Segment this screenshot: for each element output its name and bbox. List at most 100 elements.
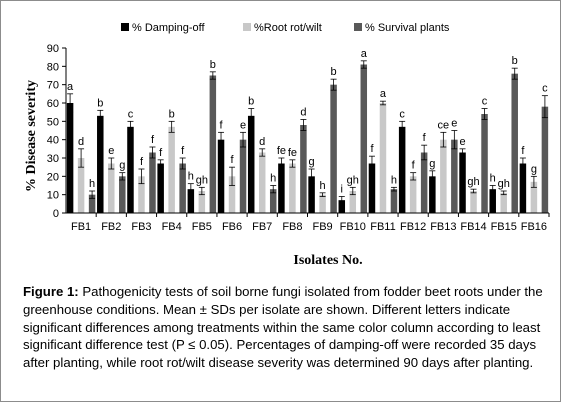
significance-letter: b: [210, 59, 216, 71]
legend-label: % Survival plants: [365, 22, 450, 34]
x-tick-label: FB3: [131, 221, 151, 233]
significance-letter: e: [108, 145, 114, 157]
significance-letter: f: [423, 132, 427, 144]
significance-letter: c: [542, 83, 548, 95]
significance-letter: f: [231, 154, 235, 166]
significance-letter: gh: [196, 174, 208, 186]
significance-letter: f: [159, 147, 163, 159]
y-tick-label: 20: [47, 171, 59, 183]
bar: [138, 176, 145, 213]
significance-letter: d: [78, 136, 84, 148]
significance-letter: h: [89, 178, 95, 190]
significance-letter: fe: [277, 145, 286, 157]
bar: [269, 189, 277, 213]
significance-letter: e: [459, 136, 465, 148]
bar: [247, 115, 255, 213]
bar: [258, 152, 266, 213]
bar: [409, 176, 417, 213]
significance-letter: d: [259, 136, 265, 148]
x-tick-label: FB10: [340, 221, 366, 233]
legend-swatch: [121, 23, 129, 31]
y-tick-label: 80: [47, 61, 59, 73]
bar: [429, 176, 436, 213]
bar: [470, 191, 477, 213]
bar: [398, 126, 406, 213]
bar: [530, 181, 538, 213]
bar: [390, 189, 398, 213]
bar: [489, 189, 496, 213]
y-tick-label: 50: [47, 116, 59, 128]
y-axis-label: % Disease severity: [24, 80, 39, 192]
bar: [239, 139, 247, 213]
bar: [511, 73, 518, 214]
significance-letter: gh: [347, 174, 359, 186]
significance-letter: ce: [438, 119, 450, 131]
significance-letter: h: [320, 180, 326, 192]
legend-swatch: [243, 23, 251, 31]
x-tick-label: FB16: [521, 221, 547, 233]
significance-letter: h: [490, 173, 496, 185]
significance-letter: f: [181, 145, 185, 157]
bar: [127, 126, 134, 213]
significance-letter: b: [97, 97, 103, 109]
significance-letter: h: [391, 174, 397, 186]
significance-letter: b: [248, 96, 254, 108]
bar-chart: % Damping-off %Root rot/wilt % Survival pl…: [24, 22, 550, 268]
chart-legend: % Damping-off %Root rot/wilt % Survival pl…: [121, 22, 450, 34]
significance-letter: b: [331, 66, 337, 78]
x-tick-label: FB11: [370, 221, 395, 233]
significance-letter: fe: [288, 147, 297, 159]
significance-letter: h: [270, 173, 276, 185]
bar: [338, 200, 346, 213]
y-tick-label: 10: [47, 190, 59, 202]
bar: [379, 103, 387, 213]
significance-letter: gh: [467, 176, 479, 188]
bar: [157, 163, 164, 213]
significance-letter: f: [220, 119, 224, 131]
y-tick-label: 70: [47, 80, 59, 92]
bar: [330, 84, 337, 214]
y-tick-label: 0: [53, 208, 59, 220]
x-tick-label: FB5: [192, 221, 212, 233]
significance-letter: c: [482, 96, 488, 108]
bar: [119, 176, 126, 213]
bar: [217, 139, 225, 213]
y-tick-label: 40: [47, 135, 59, 147]
significance-letter: f: [412, 160, 416, 172]
y-tick-label: 30: [47, 153, 59, 165]
significance-letter: g: [119, 160, 125, 172]
x-tick-label: FB2: [101, 221, 121, 233]
bar: [440, 139, 447, 213]
significance-letter: g: [531, 163, 537, 175]
y-axis: 0 10 20 30 40 50 60 70 80 90: [47, 43, 67, 220]
bar: [179, 163, 186, 213]
x-tick-label: FB1: [71, 221, 91, 233]
bar: [349, 191, 357, 213]
bar: [97, 115, 104, 213]
x-axis: FB1 FB2 FB3 FB4 FB5 FB6 FB7 FB8 FB9 FB10 FB11 FB12 F…: [66, 212, 550, 233]
bar: [308, 176, 315, 213]
bar: [360, 64, 368, 213]
bar: [459, 152, 466, 213]
x-tick-label: FB9: [313, 221, 333, 233]
y-tick-label: 90: [47, 43, 59, 55]
x-tick-label: FB15: [491, 221, 517, 233]
significance-letter: g: [309, 156, 315, 168]
significance-letter: c: [399, 108, 405, 120]
significance-letter: b: [169, 108, 175, 120]
significance-letter: f: [140, 156, 144, 168]
significance-letter: f: [370, 143, 374, 155]
x-tick-label: FB8: [282, 221, 302, 233]
x-tick-label: FB7: [252, 221, 272, 233]
x-tick-label: FB6: [222, 221, 242, 233]
significance-letter: b: [512, 55, 518, 67]
bar: [451, 139, 458, 213]
bar: [500, 192, 507, 213]
x-tick-label: FB12: [400, 221, 426, 233]
bar: [198, 191, 206, 213]
legend-label: % Damping-off: [132, 22, 205, 34]
significance-letter: f: [151, 134, 155, 146]
bar: [278, 163, 285, 213]
significance-letter: g: [429, 158, 435, 170]
